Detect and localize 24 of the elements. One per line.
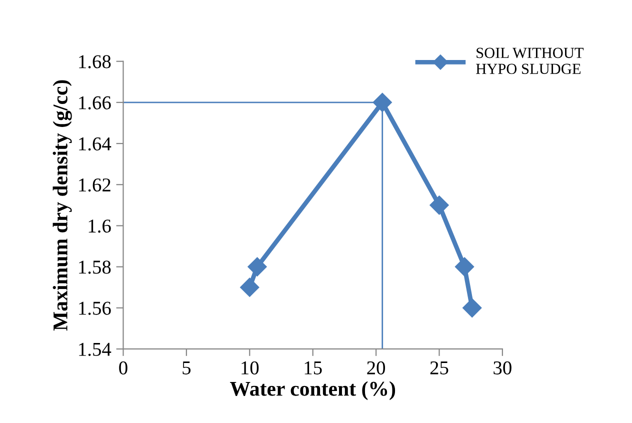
point xyxy=(240,278,260,297)
x-tick-label: 15 xyxy=(304,361,322,374)
x-tick-label: 0 xyxy=(119,361,128,374)
point xyxy=(372,92,392,112)
y-tick-label: 1.62 xyxy=(79,178,110,192)
x-tick-label: 25 xyxy=(430,361,448,374)
y-tick-label: 1.64 xyxy=(79,137,112,151)
point xyxy=(454,257,474,276)
point xyxy=(462,298,482,318)
legend-label: SOIL WITHOUT HYPO SLUDGE xyxy=(476,48,584,74)
x-tick-label: 20 xyxy=(367,361,386,374)
y-tick-label: 1.58 xyxy=(79,260,111,274)
x-tick-label: 30 xyxy=(494,361,512,374)
y-tick-label: 1.6 xyxy=(88,220,111,233)
x-axis-title: Water content (%) xyxy=(230,381,396,400)
y-tick-label: 1.66 xyxy=(79,96,111,110)
point xyxy=(248,257,267,276)
y-axis-title: Maximum dry density (g/cc) xyxy=(52,80,72,331)
y-tick-label: 1.54 xyxy=(79,342,112,356)
y-tick-label: 1.68 xyxy=(79,55,111,68)
x-tick-label: 5 xyxy=(182,362,191,374)
y-tick-label: 1.56 xyxy=(79,302,111,315)
point xyxy=(430,196,449,215)
x-tick-label: 10 xyxy=(242,361,259,374)
